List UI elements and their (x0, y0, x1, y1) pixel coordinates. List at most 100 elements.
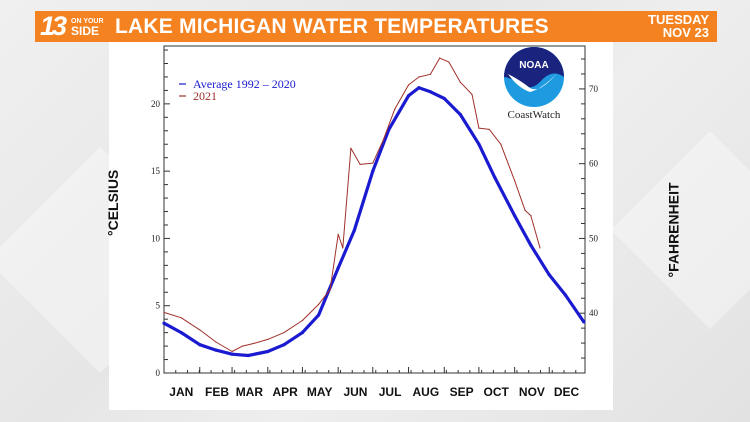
data-point (429, 73, 432, 75)
y-tick-label-right: 50 (589, 233, 599, 243)
data-point (179, 331, 183, 335)
data-point (458, 113, 463, 117)
data-point (329, 288, 331, 291)
y-tick-label-left: 0 (156, 368, 161, 378)
data-point (301, 319, 304, 322)
x-tick-label: MAR (236, 385, 264, 399)
data-point (417, 86, 421, 90)
logo-on-your: ON YOUR (71, 18, 104, 25)
x-tick-label: AUG (412, 385, 439, 399)
data-point (563, 293, 567, 297)
x-tick-label: SEP (450, 385, 474, 399)
data-point (163, 311, 165, 314)
x-tick-label: JUL (379, 385, 402, 399)
x-tick-label: JUN (343, 385, 367, 399)
data-point (316, 313, 321, 317)
data-point (513, 213, 517, 218)
date-label: NOV 23 (662, 25, 709, 40)
data-point (493, 176, 497, 180)
station-logo: 13 ON YOUR SIDE (38, 11, 106, 41)
data-point (387, 127, 391, 132)
data-point (180, 317, 182, 319)
data-point (529, 243, 533, 247)
svg-text:NOAA: NOAA (519, 60, 548, 71)
data-point (582, 320, 586, 324)
data-point (514, 179, 516, 182)
data-point (439, 57, 441, 59)
logo-side: SIDE (71, 24, 100, 38)
page-title: LAKE MICHIGAN WATER TEMPERATURES (115, 15, 549, 38)
data-point (342, 247, 344, 249)
data-point (352, 228, 356, 232)
data-point (214, 348, 218, 352)
y-tick-label-left: 5 (156, 301, 161, 311)
data-point (539, 247, 541, 249)
logo-number: 13 (40, 11, 67, 41)
legend-label: Average 1992 – 2020 (193, 77, 296, 91)
data-point (488, 128, 490, 131)
x-tick-label: NOV (519, 385, 545, 399)
data-point (241, 345, 244, 347)
data-point (371, 169, 375, 173)
series-line-average (163, 86, 586, 358)
data-point (372, 162, 374, 164)
data-point (406, 94, 411, 98)
data-point (266, 349, 270, 354)
data-point (231, 350, 233, 353)
date-badge: TUESDAY NOV 23 (648, 13, 709, 39)
noaa-logo: NOAA CoastWatch (500, 44, 568, 124)
y-tick-label-right: 60 (589, 159, 599, 169)
plot-frame (163, 45, 586, 374)
data-point (382, 139, 384, 141)
data-point (394, 108, 396, 110)
data-point (448, 61, 450, 63)
data-point (246, 353, 250, 358)
data-point (300, 331, 305, 335)
data-point (336, 266, 340, 270)
data-point (215, 341, 217, 343)
y-tick-label-right: 40 (589, 308, 599, 318)
y-tick-label-left: 15 (151, 166, 161, 176)
data-point (459, 81, 462, 83)
data-point (359, 163, 361, 166)
x-tick-label: JAN (169, 385, 193, 399)
data-point (418, 76, 420, 78)
x-tick-label: FEB (205, 385, 229, 399)
data-point (428, 90, 433, 94)
data-point (253, 342, 255, 344)
data-point (547, 273, 551, 277)
data-point (478, 127, 480, 129)
data-point (500, 143, 502, 145)
data-point (350, 147, 352, 149)
data-point (477, 142, 481, 146)
x-tick-label: DEC (554, 385, 580, 399)
data-point (337, 233, 339, 235)
noaa-emblem-icon: NOAA CoastWatch (504, 47, 564, 121)
data-point (282, 343, 286, 347)
svg-text:CoastWatch: CoastWatch (508, 109, 561, 121)
data-point (198, 343, 202, 347)
header-bar: 13 ON YOUR SIDE LAKE MICHIGAN WATER TEMP… (35, 11, 717, 42)
legend-label: 2021 (193, 89, 217, 103)
y-tick-label-left: 20 (151, 99, 161, 109)
x-tick-label: APR (272, 385, 298, 399)
data-point (199, 329, 201, 331)
series-line-2021 (163, 57, 541, 352)
data-point (283, 332, 285, 334)
data-point (524, 209, 526, 211)
data-point (530, 214, 532, 217)
x-tick-label: MAY (307, 385, 333, 399)
y-tick-label-left: 10 (151, 233, 161, 243)
data-point (442, 96, 446, 101)
day-label: TUESDAY (648, 12, 709, 27)
y-axis-label-left: °CELSIUS (105, 169, 121, 236)
y-axis-label-right: °FAHRENHEIT (665, 182, 682, 278)
x-tick-label: OCT (484, 385, 510, 399)
data-point (407, 84, 410, 86)
data-point (230, 352, 234, 356)
data-point (471, 93, 473, 96)
data-point (317, 303, 320, 305)
data-point (267, 338, 269, 340)
data-point (162, 321, 166, 325)
